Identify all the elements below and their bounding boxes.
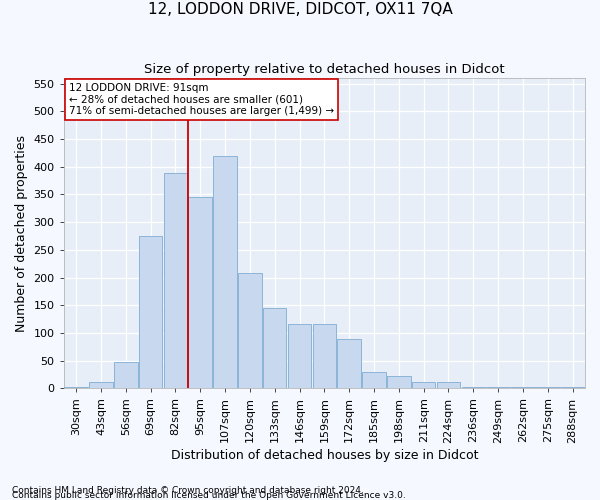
Bar bbox=[188, 197, 212, 388]
Bar bbox=[164, 174, 187, 388]
Bar bbox=[114, 362, 137, 388]
X-axis label: Distribution of detached houses by size in Didcot: Distribution of detached houses by size … bbox=[170, 450, 478, 462]
Bar bbox=[89, 382, 113, 388]
Text: 12 LODDON DRIVE: 91sqm
← 28% of detached houses are smaller (601)
71% of semi-de: 12 LODDON DRIVE: 91sqm ← 28% of detached… bbox=[69, 82, 334, 116]
Bar bbox=[263, 308, 286, 388]
Bar bbox=[387, 376, 410, 388]
Bar bbox=[288, 324, 311, 388]
Text: 12, LODDON DRIVE, DIDCOT, OX11 7QA: 12, LODDON DRIVE, DIDCOT, OX11 7QA bbox=[148, 2, 452, 18]
Bar bbox=[437, 382, 460, 388]
Title: Size of property relative to detached houses in Didcot: Size of property relative to detached ho… bbox=[144, 62, 505, 76]
Text: Contains public sector information licensed under the Open Government Licence v3: Contains public sector information licen… bbox=[12, 491, 406, 500]
Bar bbox=[139, 236, 163, 388]
Bar bbox=[362, 372, 386, 388]
Bar bbox=[238, 273, 262, 388]
Bar bbox=[213, 156, 237, 388]
Bar bbox=[313, 324, 336, 388]
Bar bbox=[412, 382, 436, 388]
Y-axis label: Number of detached properties: Number of detached properties bbox=[15, 134, 28, 332]
Text: Contains HM Land Registry data © Crown copyright and database right 2024.: Contains HM Land Registry data © Crown c… bbox=[12, 486, 364, 495]
Bar bbox=[337, 338, 361, 388]
